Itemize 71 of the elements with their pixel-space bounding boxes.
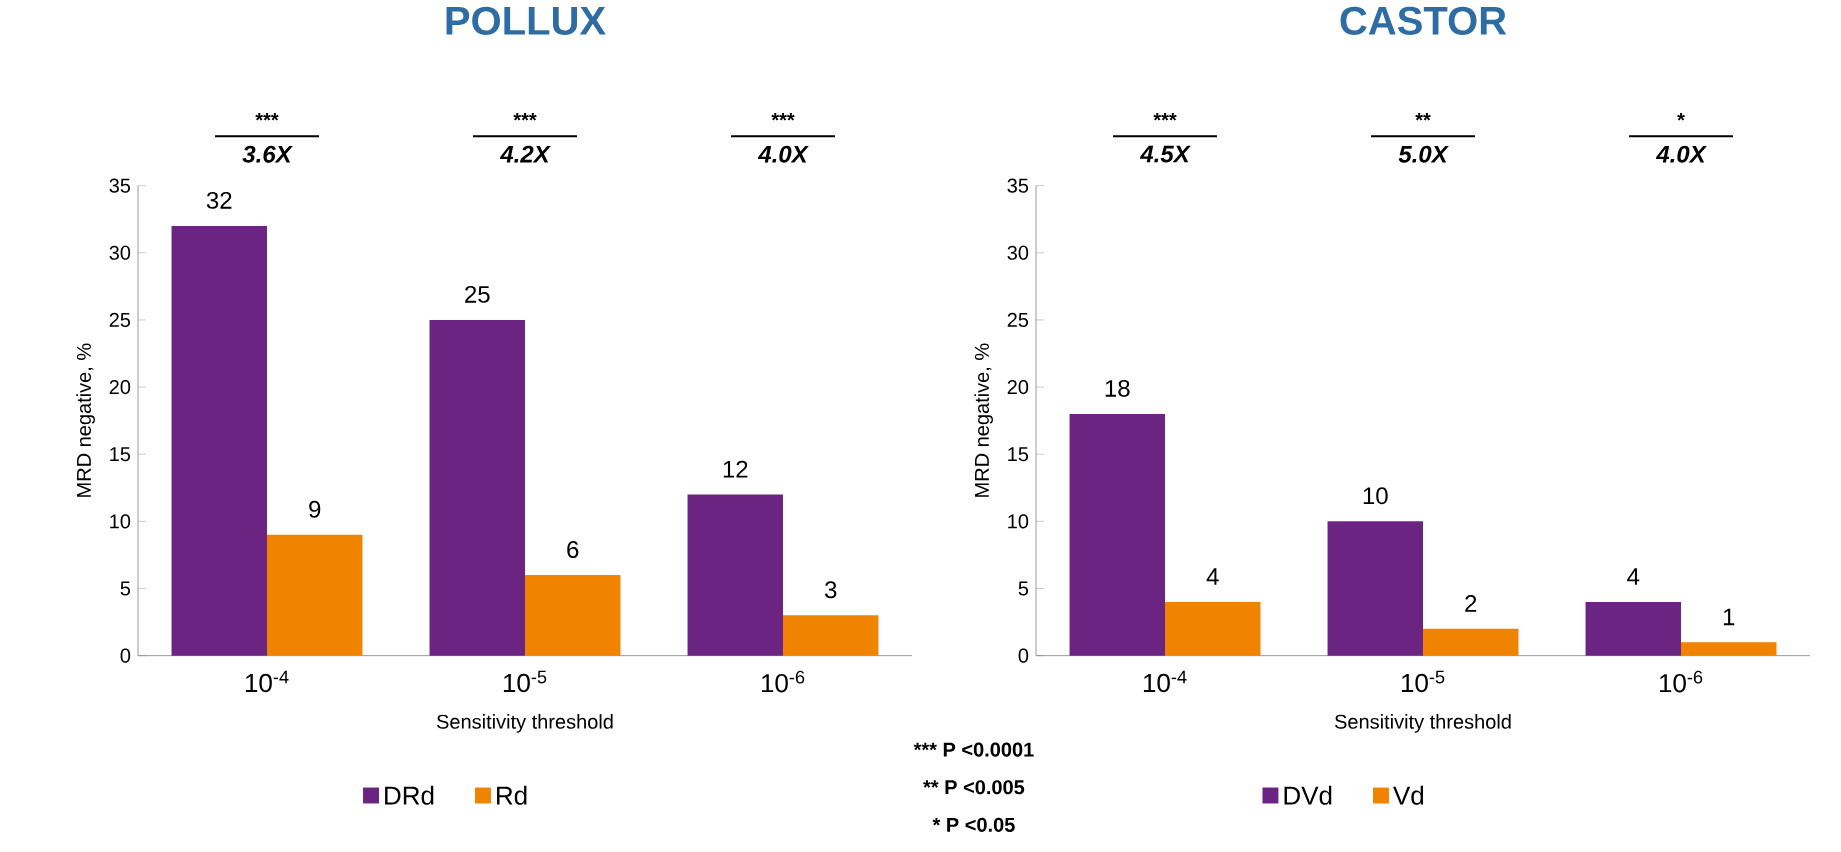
data-label: 9 bbox=[309, 500, 321, 518]
y-axis-title: MRD negative, % bbox=[76, 343, 95, 497]
bar bbox=[1165, 602, 1261, 656]
y-tick-label: 10 bbox=[110, 514, 131, 529]
bar bbox=[1327, 521, 1424, 656]
bar bbox=[1585, 602, 1682, 656]
bar bbox=[687, 494, 783, 656]
legend-label: DVd bbox=[1284, 785, 1332, 805]
y-tick-label: 15 bbox=[110, 447, 131, 462]
y-tick-label: 5 bbox=[1018, 581, 1029, 596]
text: *** P <0.0001 bbox=[913, 742, 1034, 757]
data-label: 18 bbox=[1105, 380, 1130, 398]
text: 5.0X bbox=[1398, 145, 1449, 163]
chart-title: CASTOR bbox=[1340, 6, 1507, 36]
text: 4.0X bbox=[1655, 145, 1707, 163]
legend-label: DRd bbox=[385, 785, 434, 805]
text: *** bbox=[513, 113, 537, 121]
bar bbox=[171, 226, 268, 656]
data-label: 1 bbox=[1723, 608, 1735, 626]
data-label: 2 bbox=[1465, 595, 1477, 612]
text: * P <0.05 bbox=[932, 817, 1015, 833]
bar bbox=[1069, 414, 1166, 656]
x-tick-label: 10$^{-6}$ bbox=[761, 670, 805, 693]
x-tick-label: 10$^{-4}$ bbox=[1143, 670, 1187, 693]
y-tick-label: 0 bbox=[120, 648, 131, 663]
text: 4.5X bbox=[1139, 145, 1191, 163]
chart-title: POLLUX bbox=[446, 6, 606, 36]
y-tick-label: 15 bbox=[1008, 447, 1029, 462]
text: *** bbox=[771, 113, 795, 121]
legend-label: Vd bbox=[1393, 785, 1424, 805]
y-tick-label: 0 bbox=[1018, 648, 1029, 663]
y-tick-label: 30 bbox=[1007, 245, 1029, 261]
y-tick-label: 25 bbox=[1007, 313, 1029, 328]
text: 4.0X bbox=[757, 145, 809, 163]
x-axis-title: Sensitivity threshold bbox=[436, 714, 613, 733]
text: * bbox=[1677, 113, 1685, 121]
bar bbox=[1423, 628, 1519, 656]
bar bbox=[267, 534, 363, 656]
data-label: 12 bbox=[723, 460, 748, 478]
text: ** bbox=[1415, 113, 1431, 121]
data-label: 6 bbox=[567, 541, 579, 559]
data-label: 4 bbox=[1627, 568, 1640, 586]
legend-label: Rd bbox=[497, 785, 527, 805]
data-label: 4 bbox=[1206, 568, 1219, 586]
bar bbox=[783, 615, 879, 656]
text: 4.2X bbox=[499, 145, 551, 163]
x-tick-label: 10$^{-4}$ bbox=[245, 670, 289, 693]
y-axis-title: MRD negative, % bbox=[974, 343, 993, 497]
y-tick-label: 10 bbox=[1008, 514, 1029, 529]
bar bbox=[525, 575, 621, 656]
y-tick-label: 20 bbox=[1007, 380, 1029, 395]
y-tick-label: 5 bbox=[120, 581, 131, 596]
text: *** bbox=[255, 113, 279, 121]
y-tick-label: 30 bbox=[109, 245, 131, 261]
data-label: 25 bbox=[465, 286, 490, 304]
data-label: 32 bbox=[206, 192, 232, 210]
text: 3.6X bbox=[242, 145, 293, 163]
text: *** bbox=[1153, 113, 1177, 121]
x-tick-label: 10$^{-5}$ bbox=[1401, 670, 1445, 693]
y-tick-label: 35 bbox=[1007, 178, 1029, 193]
text: ** P <0.005 bbox=[923, 780, 1025, 795]
data-label: 10 bbox=[1363, 487, 1388, 505]
y-tick-label: 20 bbox=[109, 380, 131, 395]
bar bbox=[429, 320, 526, 656]
x-tick-label: 10$^{-5}$ bbox=[503, 670, 547, 693]
x-tick-label: 10$^{-6}$ bbox=[1659, 670, 1703, 693]
y-tick-label: 35 bbox=[109, 178, 131, 193]
bar bbox=[1681, 642, 1777, 656]
x-axis-title: Sensitivity threshold bbox=[1334, 714, 1511, 733]
data-label: 3 bbox=[824, 581, 837, 599]
y-tick-label: 25 bbox=[109, 313, 131, 328]
